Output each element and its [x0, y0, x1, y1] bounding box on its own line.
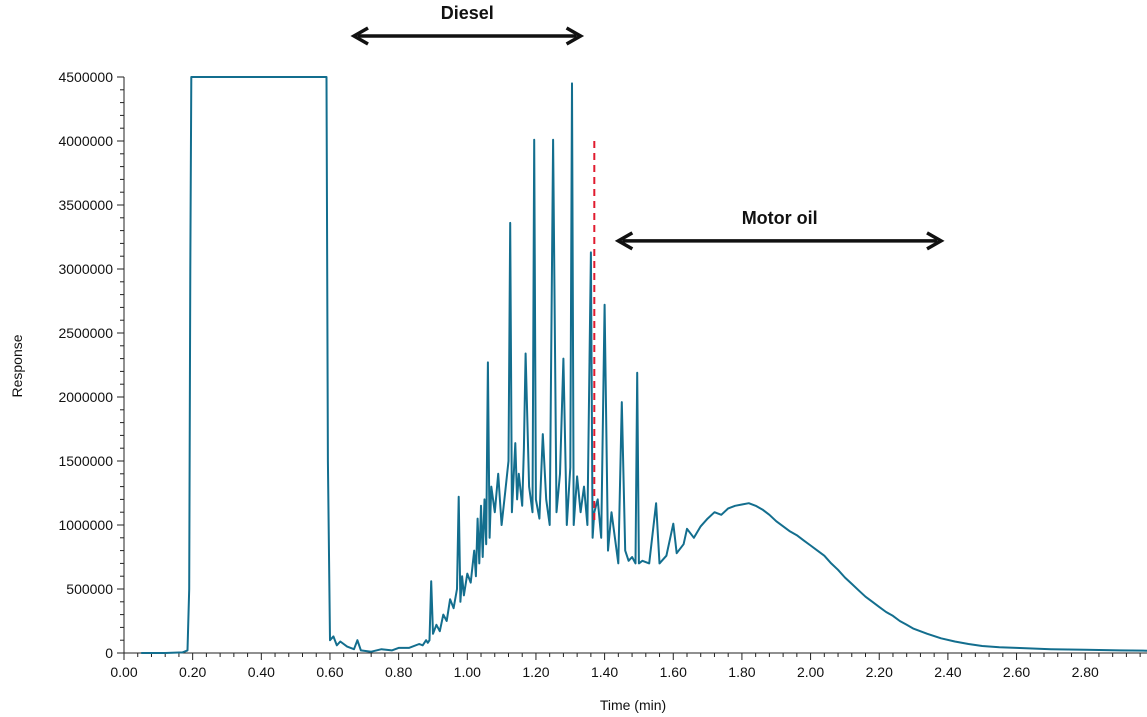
x-tick-label: 0.20	[179, 664, 206, 680]
y-tick-label: 4000000	[58, 133, 113, 149]
x-axis-title: Time (min)	[600, 697, 666, 713]
ticks: 0.00 0.20 0.40 0.60 0.80 1.00 1.20 1.40 1.60 1.80…	[58, 69, 1141, 680]
x-tick-label: 2.40	[934, 664, 961, 680]
x-tick-label: 1.80	[728, 664, 755, 680]
arrow-right-head	[926, 231, 945, 251]
x-tick-label: 0.40	[248, 664, 275, 680]
x-tick-label: 0.00	[110, 664, 137, 680]
x-tick-label: 2.00	[797, 664, 824, 680]
y-tick-label: 3000000	[58, 261, 113, 277]
y-tick-label: 3500000	[58, 197, 113, 213]
y-axis-title: Response	[9, 334, 25, 397]
plot-area	[141, 76, 1147, 654]
y-tick-label: 2000000	[58, 389, 113, 405]
y-tick-label: 4500000	[58, 69, 113, 85]
x-tick-label: 1.00	[454, 664, 481, 680]
arrow-left-head	[614, 231, 634, 251]
y-tick-label: 2500000	[58, 325, 113, 341]
x-tick-label: 1.40	[591, 664, 618, 680]
y-tick-label: 0	[105, 645, 113, 661]
arrow-left-head	[350, 26, 369, 46]
range-label: Motor oil	[742, 208, 818, 228]
range-label: Diesel	[441, 3, 494, 23]
y-tick-label: 1500000	[58, 453, 113, 469]
x-tick-label: 1.60	[660, 664, 687, 680]
x-tick-label: 0.80	[385, 664, 412, 680]
x-tick-label: 2.80	[1072, 664, 1099, 680]
x-tick-label: 0.60	[316, 664, 343, 680]
x-tick-label: 1.20	[522, 664, 549, 680]
x-tick-label: 2.20	[866, 664, 893, 680]
annotations: Diesel Motor oil	[350, 3, 945, 525]
y-tick-label: 500000	[66, 581, 113, 597]
x-tick-label: 2.60	[1003, 664, 1030, 680]
axes	[123, 77, 1147, 654]
series-line-1	[141, 76, 1147, 654]
arrow-right-head	[565, 26, 585, 46]
y-tick-label: 1000000	[58, 517, 113, 533]
